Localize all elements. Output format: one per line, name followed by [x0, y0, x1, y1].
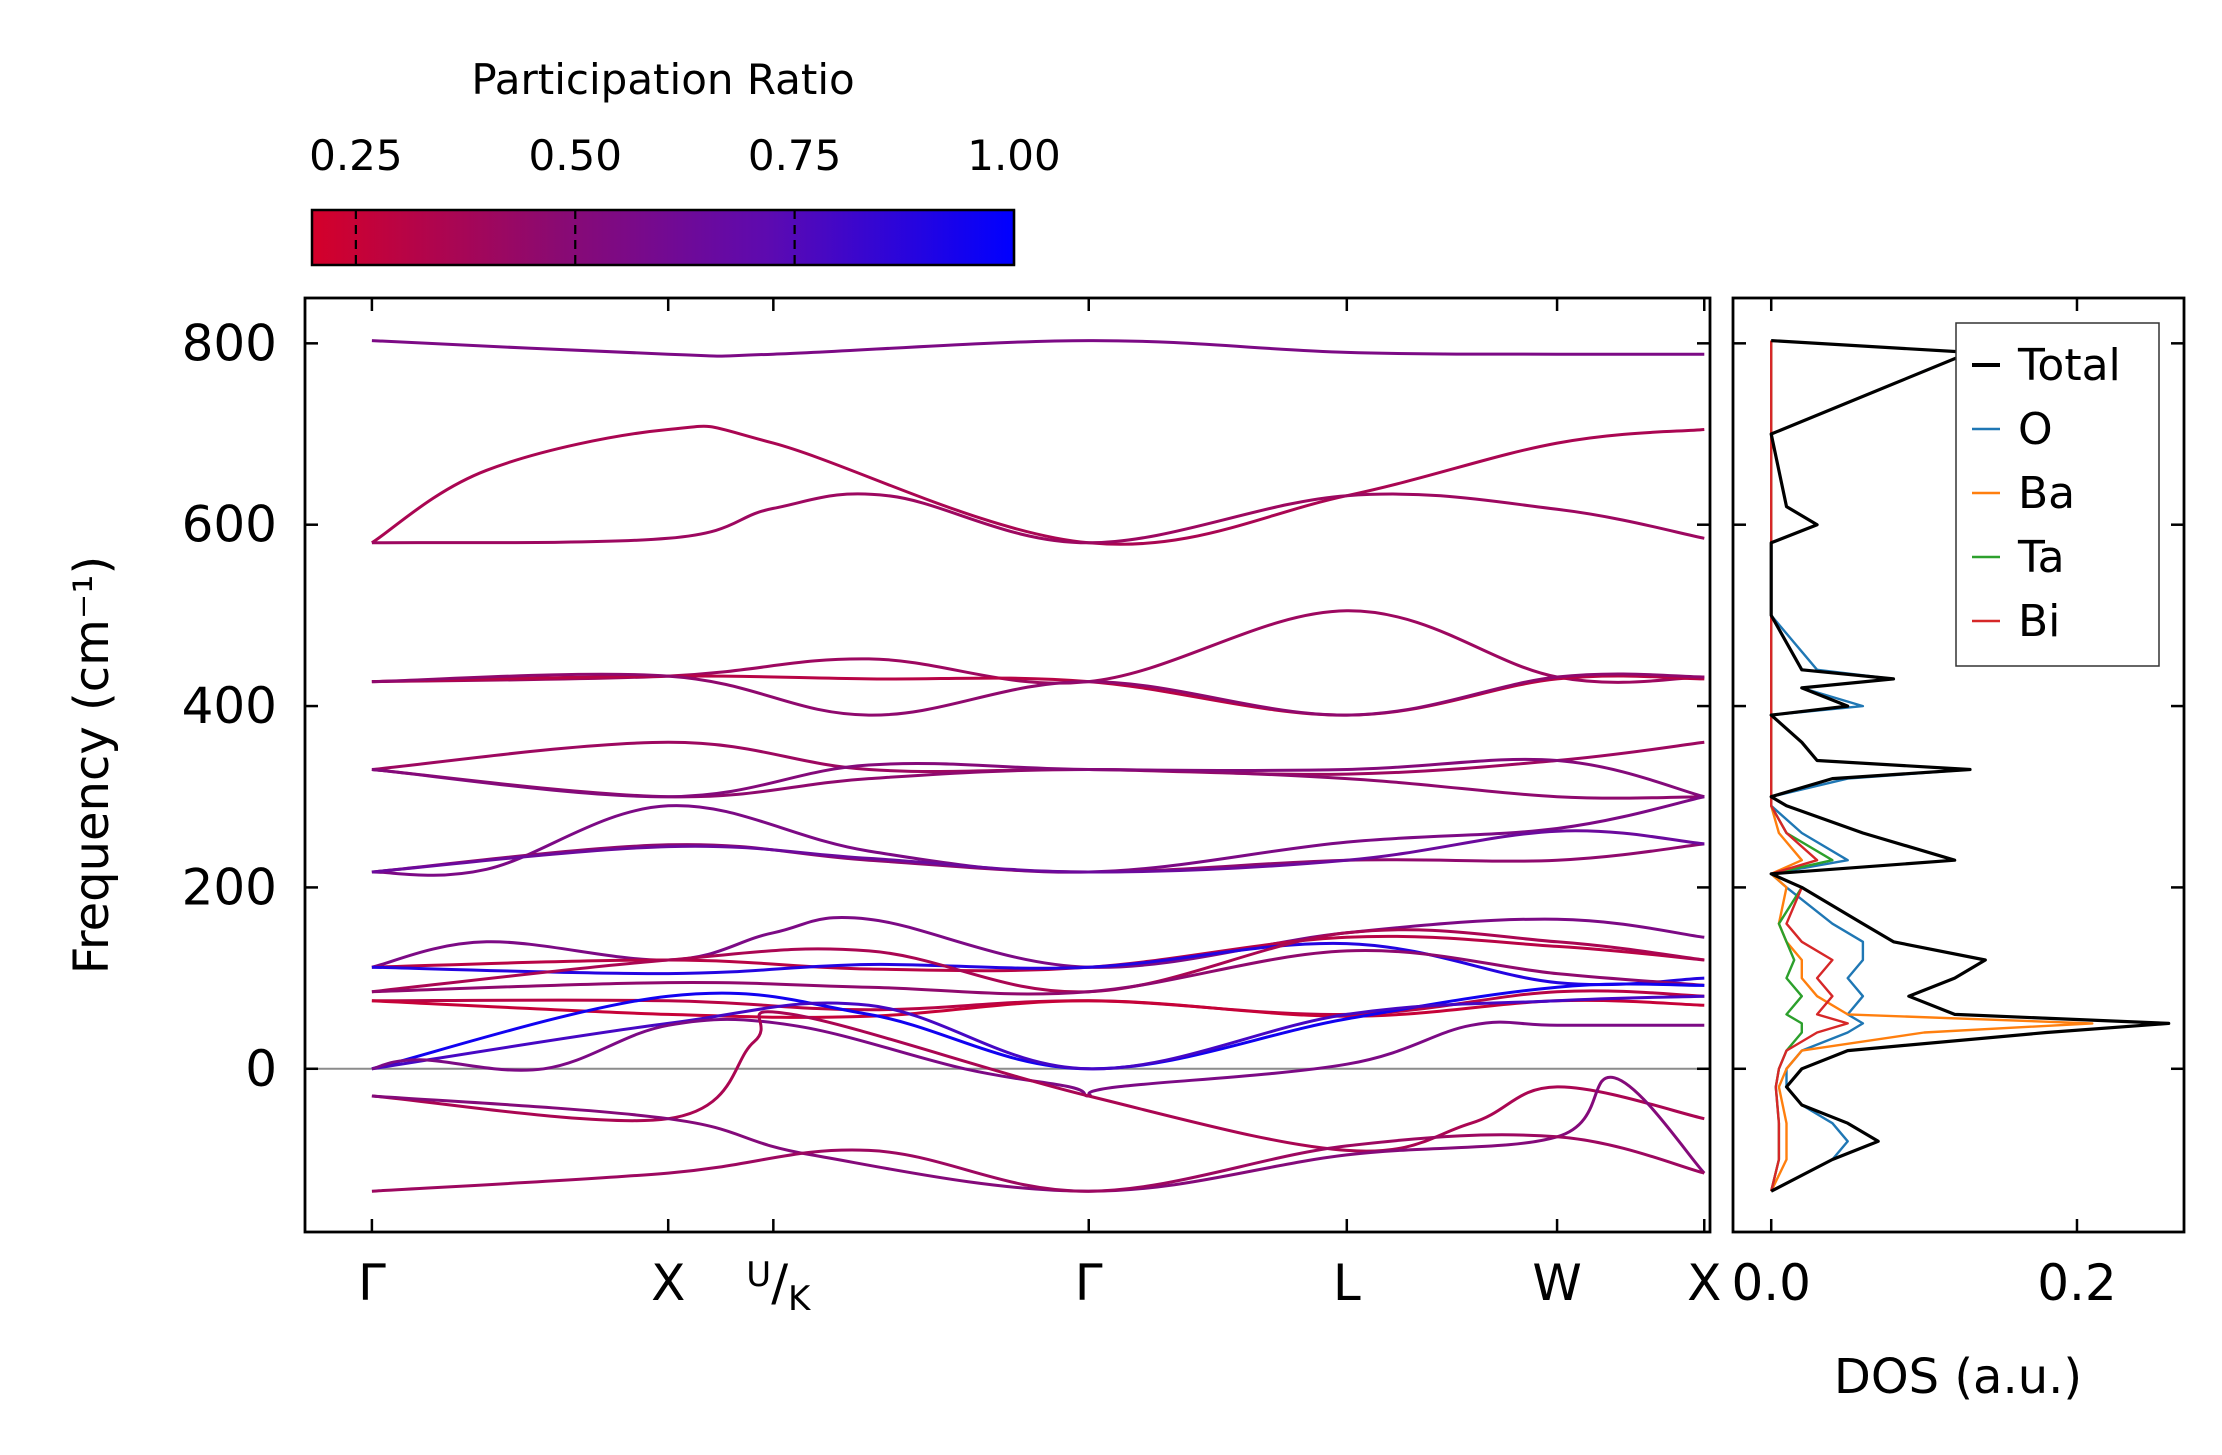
- dos-plot: 0.0 0.2 DOS (a.u.) Total O Ba Ta Bi: [1731, 296, 2186, 1405]
- band-line: [371, 339, 1705, 358]
- x-tick-label: X: [1687, 1254, 1721, 1312]
- y-tick-label: 0: [245, 1040, 277, 1098]
- dos-legend: Total O Ba Ta Bi: [1955, 322, 2160, 667]
- y-tick-label: 600: [182, 496, 277, 554]
- band-line: [371, 757, 1705, 799]
- x-tick-label: W: [1532, 1254, 1581, 1312]
- band-line: [371, 941, 1705, 987]
- band-line: [371, 768, 1705, 800]
- y-tick-label: 400: [182, 677, 277, 735]
- colorbar-tick-label: 0.25: [309, 131, 403, 180]
- dos-line-ba: [1770, 340, 2094, 1192]
- band-line: [371, 916, 1705, 969]
- band-line: [371, 492, 1705, 545]
- legend-label-ba: Ba: [2018, 468, 2075, 519]
- dos-line-total: [1769, 339, 2171, 1193]
- band-line: [371, 609, 1705, 685]
- legend-label-ta: Ta: [2017, 532, 2065, 583]
- band-line: [371, 424, 1705, 546]
- dos-x-axis-label: DOS (a.u.): [1834, 1349, 2082, 1405]
- band-line: [371, 1017, 1705, 1098]
- x-tick-label: L: [1333, 1254, 1361, 1312]
- colorbar-gradient: [310, 208, 1016, 267]
- x-tick-label: Γ: [1075, 1254, 1103, 1312]
- colorbar-tick-label: 0.50: [528, 131, 622, 180]
- colorbar-title: Participation Ratio: [471, 55, 854, 104]
- band-lines: [305, 339, 1710, 1193]
- x-tick-label: U/K: [746, 1254, 812, 1319]
- dos-line-o: [1770, 339, 1972, 1193]
- dos-x-tick-label: 0.0: [1731, 1254, 1811, 1312]
- colorbar: Participation Ratio 0.25 0.50 0.75 1.00: [309, 55, 1061, 267]
- colorbar-tick-label: 1.00: [967, 131, 1061, 180]
- dos-plot-frame: [1731, 296, 2186, 1234]
- band-plot-frame: [303, 296, 1712, 1234]
- legend-label-total: Total: [2017, 340, 2121, 391]
- band-structure-plot: 0 200 400 600 800 Γ X U/K Γ L W X Frequency (cm⁻¹): [64, 296, 1721, 1319]
- dos-legend-items: Total O Ba Ta Bi: [1972, 340, 2121, 647]
- band-line: [371, 829, 1705, 874]
- band-line: [371, 949, 1705, 996]
- band-line: [371, 672, 1705, 717]
- band-y-ticks: 0 200 400 600 800: [182, 314, 1710, 1098]
- legend-label-bi: Bi: [2018, 596, 2060, 647]
- band-line: [371, 994, 1705, 1071]
- x-tick-label: Γ: [358, 1254, 386, 1312]
- dos-ticks: 0.0 0.2: [1731, 298, 2184, 1312]
- band-line: [371, 842, 1705, 874]
- dos-legend-box: [1955, 322, 2160, 667]
- band-y-axis-label: Frequency (cm⁻¹): [64, 556, 120, 974]
- x-tick-label: X: [651, 1254, 685, 1312]
- band-line: [371, 1075, 1706, 1193]
- colorbar-ticks: 0.25 0.50 0.75 1.00: [309, 131, 1061, 265]
- colorbar-tick-label: 0.75: [748, 131, 842, 180]
- band-line: [371, 1133, 1705, 1193]
- band-line: [371, 1010, 1705, 1153]
- dos-line-bi: [1770, 340, 1849, 1192]
- y-tick-label: 800: [182, 314, 277, 372]
- dos-lines: [1769, 339, 2171, 1193]
- y-tick-label: 200: [182, 858, 277, 916]
- dos-x-tick-label: 0.2: [2037, 1254, 2117, 1312]
- band-x-ticks: Γ X U/K Γ L W X: [358, 298, 1721, 1319]
- legend-label-o: O: [2018, 404, 2053, 455]
